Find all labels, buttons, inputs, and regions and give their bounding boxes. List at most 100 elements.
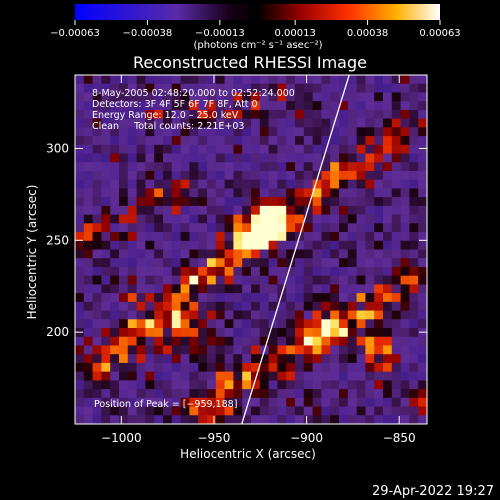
- heatmap-cell: [101, 380, 111, 390]
- heatmap-cell: [312, 83, 322, 93]
- heatmap-cell: [119, 345, 129, 355]
- heatmap-cell: [356, 223, 366, 233]
- heatmap-cell: [189, 162, 199, 172]
- heatmap-cell: [303, 293, 313, 303]
- heatmap-cell: [251, 406, 261, 416]
- heatmap-cell: [215, 118, 225, 128]
- heatmap-cell: [365, 415, 375, 424]
- annotation-energy-range: Energy Range: 12.0 – 25.0 keV: [92, 110, 239, 121]
- heatmap-cell: [400, 153, 410, 163]
- heatmap-cell: [145, 345, 155, 355]
- heatmap-cell: [251, 397, 261, 407]
- heatmap-cell: [171, 162, 181, 172]
- heatmap-cell: [295, 371, 305, 381]
- heatmap-cell: [339, 205, 349, 216]
- heatmap-cell: [75, 232, 85, 242]
- heatmap-cell: [418, 345, 427, 355]
- heatmap-cell: [171, 179, 181, 189]
- heatmap-cell: [356, 319, 366, 329]
- heatmap-cell: [145, 380, 155, 390]
- heatmap-cell: [154, 75, 164, 85]
- heatmap-cell: [136, 179, 146, 189]
- heatmap-cell: [295, 319, 305, 329]
- heatmap-cell: [119, 293, 129, 303]
- heatmap-cell: [383, 336, 393, 346]
- heatmap-cell: [356, 75, 366, 85]
- heatmap-cell: [374, 310, 384, 320]
- heatmap-cell: [92, 415, 102, 424]
- heatmap-cell: [171, 266, 181, 277]
- heatmap-cell: [259, 406, 269, 416]
- heatmap-cell: [418, 127, 427, 137]
- heatmap-cell: [339, 380, 349, 390]
- heatmap-cell: [312, 144, 322, 154]
- heatmap-cell: [119, 232, 129, 242]
- heatmap-cell: [312, 380, 322, 390]
- heatmap-cell: [391, 293, 401, 303]
- heatmap-cell: [356, 232, 366, 242]
- heatmap-cell: [207, 118, 217, 128]
- heatmap-cell: [163, 362, 173, 373]
- heatmap-cell: [312, 240, 322, 250]
- heatmap-cell: [110, 266, 120, 277]
- heatmap-cell: [233, 144, 243, 154]
- heatmap-cell: [400, 118, 410, 128]
- heatmap-cell: [277, 328, 287, 338]
- heatmap-cell: [383, 258, 393, 268]
- heatmap-cell: [136, 336, 146, 346]
- heatmap-cell: [233, 301, 243, 311]
- heatmap-cell: [127, 223, 137, 233]
- heatmap-cell: [339, 179, 349, 189]
- heatmap-cell: [268, 179, 278, 189]
- heatmap-cell: [356, 389, 366, 399]
- heatmap-cell: [127, 345, 137, 355]
- heatmap-cell: [233, 275, 243, 285]
- heatmap-cell: [75, 240, 85, 250]
- colorbar-tick-label: −0.00063: [50, 28, 100, 39]
- heatmap-cell: [365, 397, 375, 407]
- heatmap-cell: [277, 301, 287, 311]
- heatmap-cell: [92, 301, 102, 311]
- heatmap-cell: [83, 109, 93, 120]
- heatmap-cell: [154, 284, 164, 294]
- heatmap-cell: [303, 415, 313, 424]
- heatmap-cell: [136, 345, 146, 355]
- heatmap-cell: [101, 301, 111, 311]
- heatmap-cell: [189, 214, 199, 224]
- heatmap-cell: [233, 397, 243, 407]
- heatmap-cell: [242, 293, 252, 303]
- heatmap-cell: [101, 179, 111, 189]
- heatmap-cell: [374, 118, 384, 128]
- heatmap-cell: [101, 336, 111, 346]
- heatmap-cell: [409, 415, 419, 424]
- heatmap-cell: [286, 83, 296, 93]
- heatmap-cell: [374, 162, 384, 172]
- heatmap-cell: [409, 345, 419, 355]
- heatmap-cell: [295, 188, 305, 198]
- heatmap-cell: [215, 406, 225, 416]
- heatmap-cell: [92, 310, 102, 320]
- heatmap-cell: [154, 118, 164, 128]
- heatmap-cell: [286, 101, 296, 111]
- heatmap-cell: [374, 223, 384, 233]
- heatmap-cell: [119, 92, 129, 102]
- heatmap-cell: [295, 144, 305, 154]
- heatmap-cell: [171, 389, 181, 399]
- heatmap-cell: [383, 345, 393, 355]
- heatmap-cell: [101, 328, 111, 338]
- heatmap-cell: [400, 406, 410, 416]
- heatmap-cell: [215, 389, 225, 399]
- heatmap-cell: [180, 205, 190, 216]
- heatmap-cell: [119, 301, 129, 311]
- heatmap-cell: [189, 153, 199, 163]
- heatmap-cell: [251, 293, 261, 303]
- heatmap-cell: [224, 179, 234, 189]
- heatmap-cell: [259, 371, 269, 381]
- heatmap-cell: [119, 170, 129, 181]
- heatmap-cell: [374, 214, 384, 224]
- heatmap-cell: [145, 240, 155, 250]
- heatmap-cell: [268, 336, 278, 346]
- heatmap-cell: [312, 336, 322, 346]
- heatmap-cell: [154, 406, 164, 416]
- heatmap-cell: [365, 162, 375, 172]
